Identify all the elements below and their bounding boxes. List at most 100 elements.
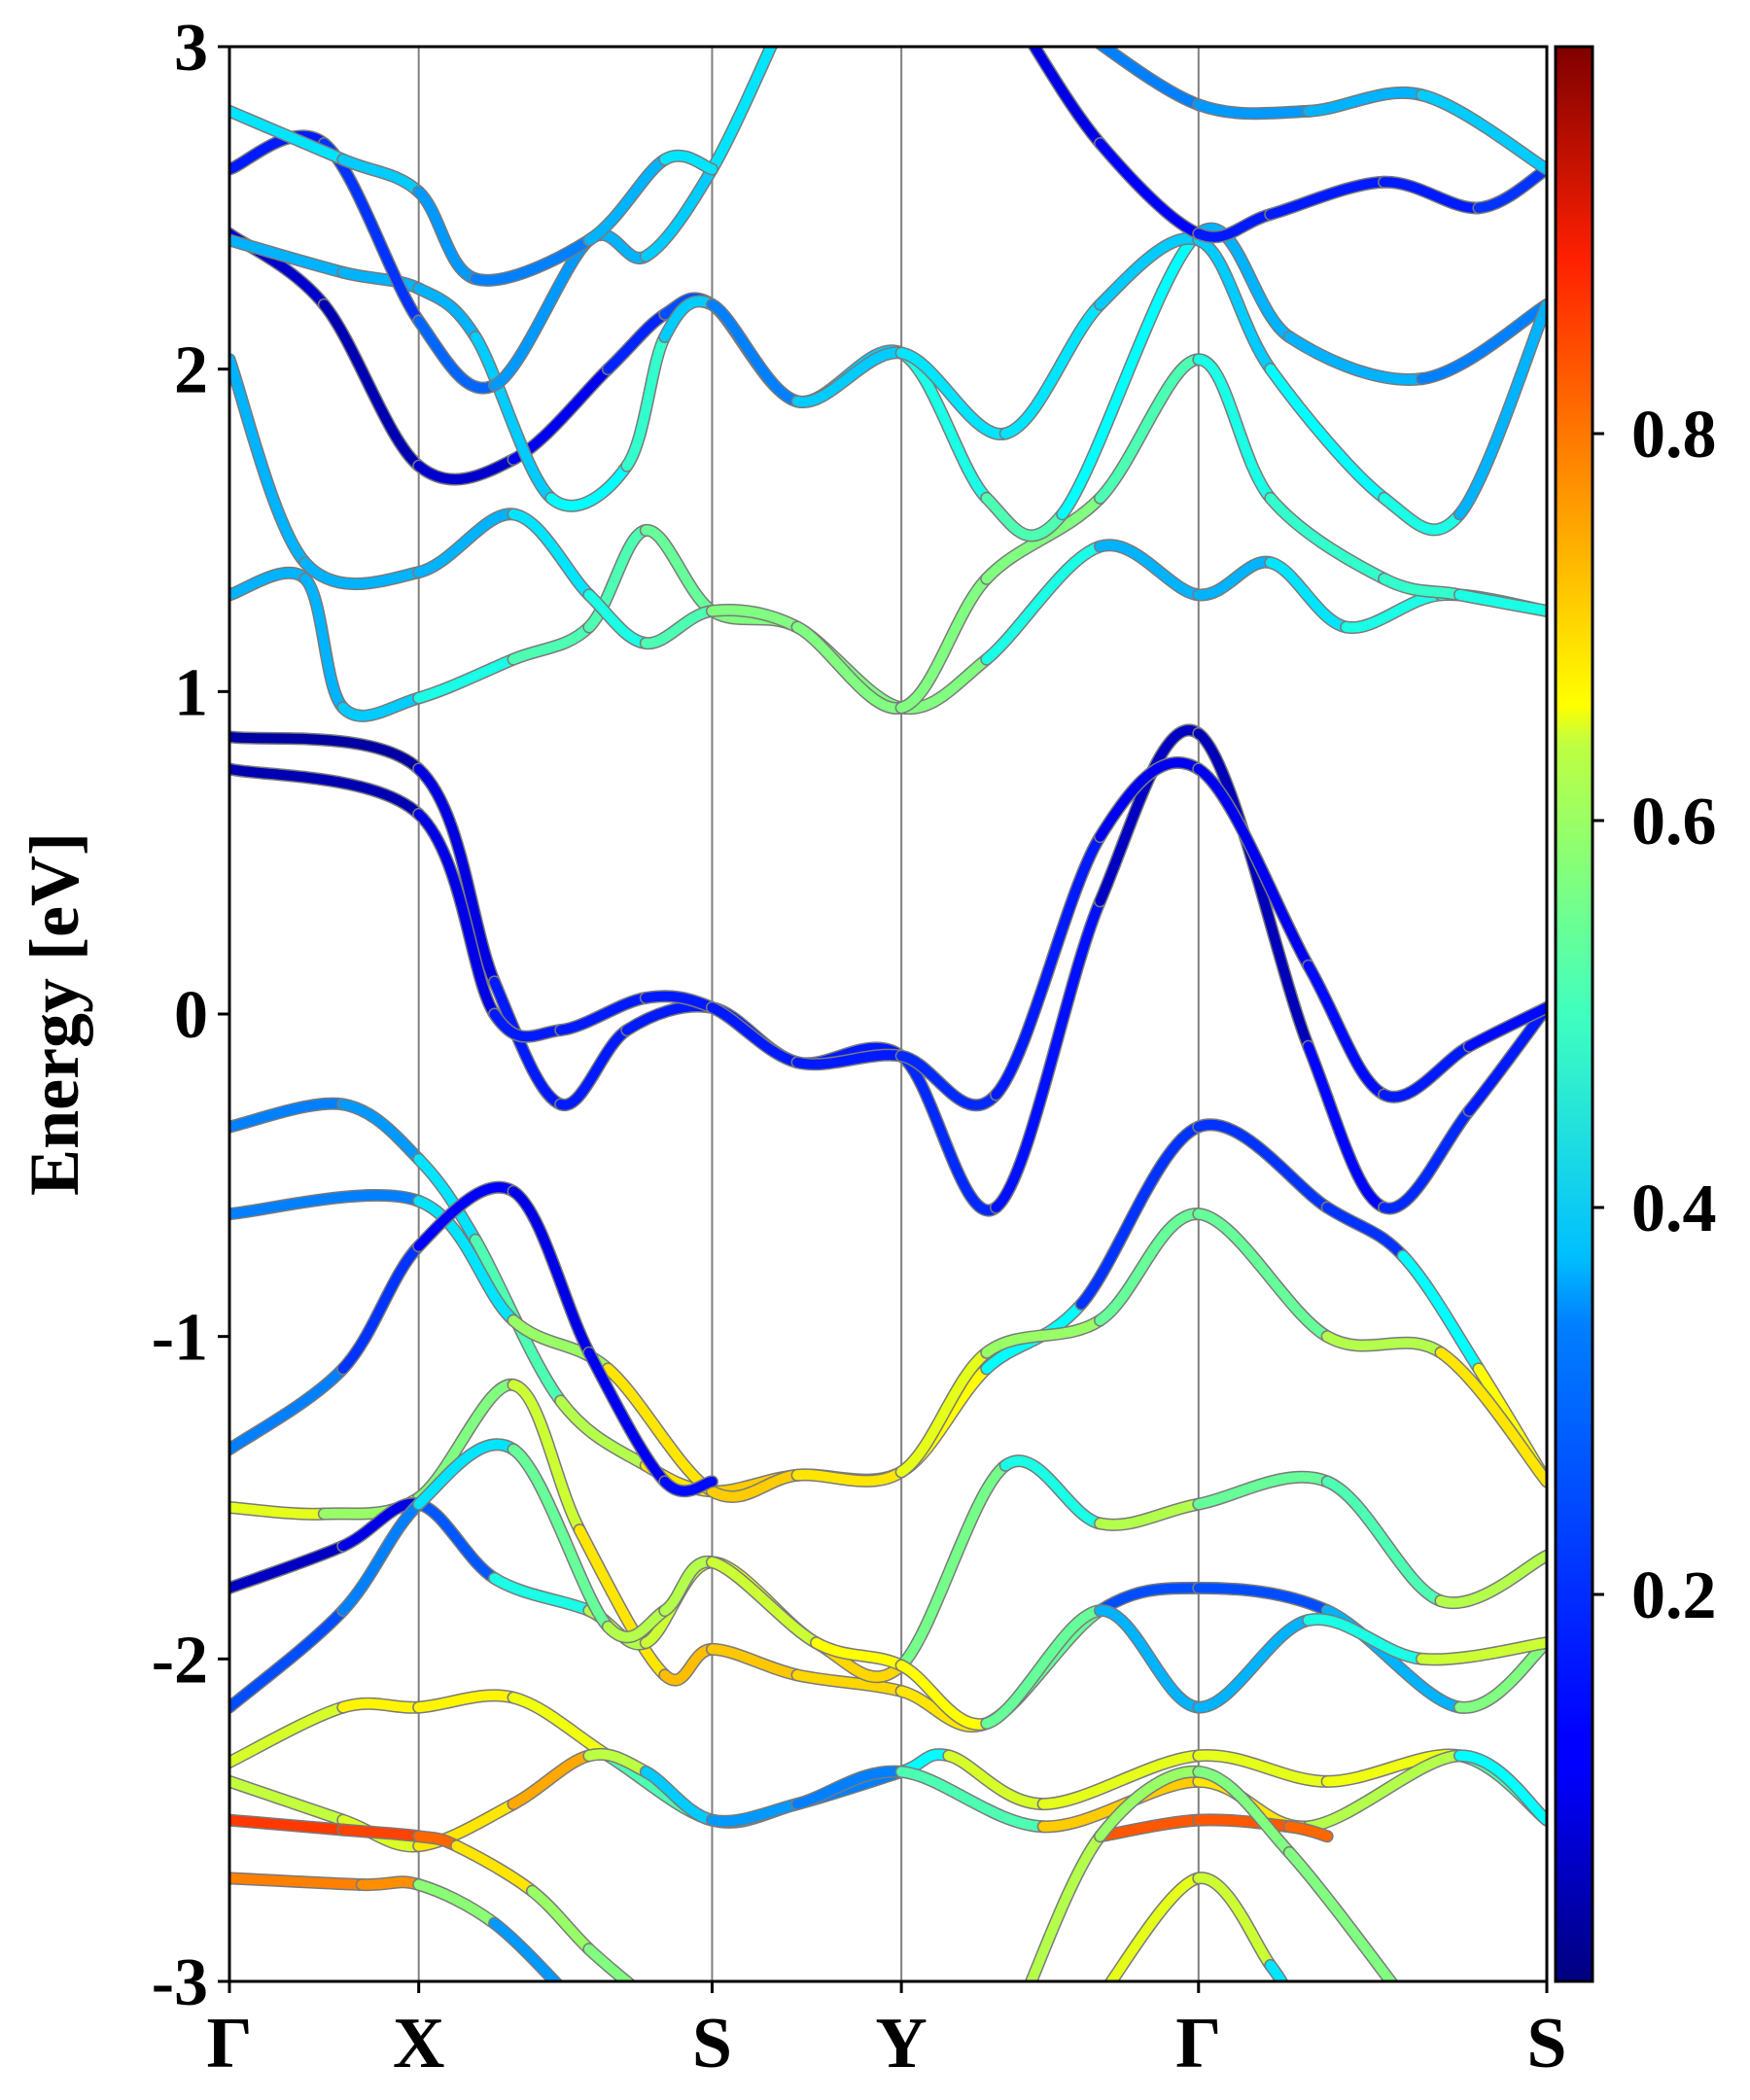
band-13 — [1094, 1813, 1334, 1843]
y-tick-label: 2 — [174, 333, 208, 408]
bands-layer — [229, 47, 1547, 1981]
y-tick-label: -1 — [152, 1301, 208, 1376]
band-4 — [229, 1189, 1547, 1503]
band-segment — [1095, 1605, 1204, 1713]
band-segment — [508, 1750, 594, 1809]
colorbar-tick-label: 0.4 — [1631, 1172, 1717, 1246]
band-segment — [1303, 1614, 1427, 1664]
band-segment — [413, 1879, 500, 1929]
band-segment — [1417, 1637, 1547, 1664]
y-axis-label: Energy [eV] — [16, 832, 93, 1196]
x-tick-label: S — [1526, 2004, 1566, 2083]
band-segment — [659, 151, 718, 175]
band-segment — [707, 1470, 803, 1502]
band-segment — [229, 1541, 348, 1593]
band-segment — [1076, 1122, 1204, 1310]
band-12 — [229, 1872, 564, 1981]
band-segment — [1193, 99, 1313, 119]
y-tick-label: -2 — [152, 1623, 208, 1698]
band-segment — [1000, 1455, 1105, 1529]
band-19 — [229, 231, 1547, 537]
band-segment — [508, 1444, 613, 1632]
band-segment — [229, 235, 348, 278]
band-segment — [896, 1051, 1001, 1215]
band-segment — [413, 654, 519, 703]
band-segment — [707, 1002, 803, 1068]
band-22 — [1027, 47, 1547, 244]
band-segment — [508, 1693, 613, 1761]
band-segment — [896, 1460, 1011, 1670]
band-23 — [1093, 47, 1547, 176]
band-segment — [1193, 557, 1276, 600]
band-segment — [1303, 1041, 1389, 1212]
band-segment — [1379, 177, 1484, 213]
band-segment — [337, 1825, 424, 1841]
band-segment — [413, 763, 500, 987]
band-segment — [1105, 1872, 1204, 1981]
y-tick-label: 1 — [174, 655, 208, 730]
band-segment — [943, 1750, 1049, 1809]
band-11 — [229, 1813, 637, 1981]
band-segment — [1322, 1203, 1409, 1261]
band-segment — [413, 1799, 519, 1851]
band-segment — [896, 1348, 992, 1477]
band-segment — [583, 525, 651, 632]
band-5 — [229, 1180, 718, 1498]
band-segment — [337, 692, 424, 721]
band-segment — [1379, 1105, 1475, 1213]
band-segment — [896, 1767, 1049, 1832]
band-segment — [1095, 1767, 1204, 1841]
band-segment — [1193, 1472, 1333, 1510]
band-segment — [229, 1190, 424, 1219]
y-tick-label: 0 — [174, 978, 208, 1053]
band-segment — [229, 1776, 348, 1826]
band-segment — [229, 1363, 348, 1454]
band-17 — [229, 353, 1547, 715]
band-segment — [1265, 177, 1389, 220]
colorbar — [1554, 45, 1594, 1983]
band-segment — [707, 1557, 822, 1648]
x-tick-label: Y — [875, 2004, 927, 2083]
band-segment — [641, 164, 718, 262]
band-segment — [299, 574, 348, 713]
band-segment — [583, 1943, 635, 1981]
band-segment — [1193, 354, 1276, 504]
band-20 — [229, 47, 779, 395]
band-segment — [413, 1499, 500, 1584]
band-segment — [337, 155, 424, 197]
band-segment — [555, 1396, 651, 1471]
band-21 — [229, 104, 718, 287]
band-segment — [1379, 574, 1465, 600]
band-15 — [1024, 1765, 1399, 1981]
band-segment — [792, 1669, 907, 1697]
band-segment — [1464, 1002, 1547, 1052]
band-segment — [508, 508, 594, 600]
band-segment — [659, 1644, 718, 1685]
band-segment — [641, 991, 718, 1013]
band-segment — [337, 1241, 424, 1374]
band-segment — [1193, 1119, 1333, 1212]
band-segment — [575, 1524, 670, 1680]
y-tick-label: -3 — [152, 1945, 208, 2020]
band-segment — [1095, 1208, 1204, 1326]
band-segment — [1193, 763, 1313, 971]
band-segment — [1398, 1250, 1484, 1374]
colorbar-tick-label: 0.8 — [1631, 398, 1717, 472]
band-segment — [811, 1637, 907, 1670]
band-segment — [1473, 164, 1547, 213]
band-segment — [1265, 493, 1389, 584]
band-segment — [1193, 209, 1276, 242]
band-segment — [1454, 1750, 1547, 1826]
band-segment — [583, 1348, 670, 1487]
band-segment — [641, 1767, 718, 1826]
band-segment — [1379, 493, 1465, 535]
band-segment — [229, 1815, 348, 1836]
band-segment — [707, 1644, 803, 1680]
band-segment — [1303, 88, 1427, 117]
band-segment — [1096, 47, 1204, 110]
band-segment — [1284, 1847, 1397, 1981]
band-segment — [1193, 235, 1276, 374]
band-segment — [229, 106, 348, 165]
band-segment — [792, 1466, 907, 1487]
